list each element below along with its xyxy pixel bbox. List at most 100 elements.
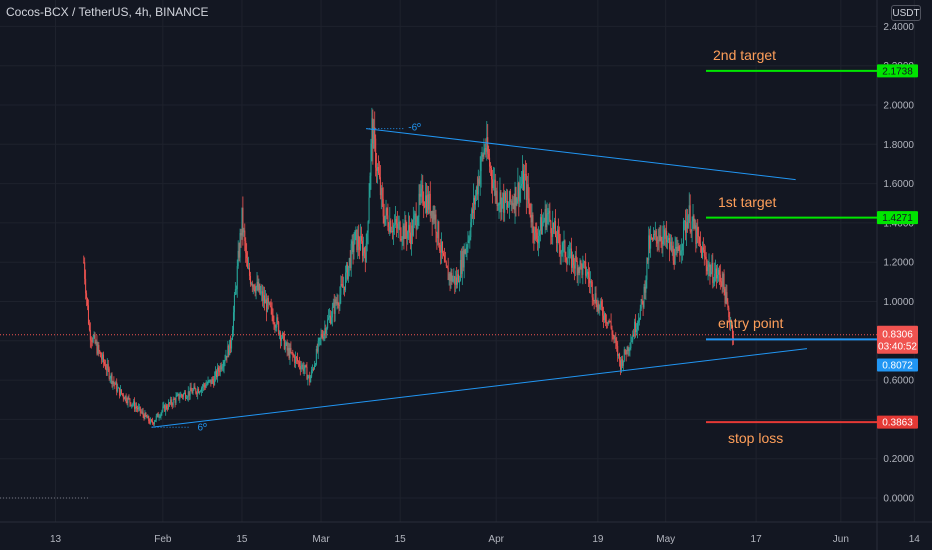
candle-body — [92, 337, 94, 342]
lower-trendline[interactable] — [151, 348, 808, 428]
candle-body — [444, 261, 446, 263]
candle-body — [358, 235, 360, 247]
candle-body — [228, 345, 230, 356]
candle-body — [226, 355, 228, 358]
candle-body — [422, 184, 424, 202]
symbol-title[interactable]: Cocos-BCX / TetherUS, 4h, BINANCE — [6, 5, 209, 19]
candle-body — [103, 362, 105, 365]
candle-body — [534, 227, 536, 240]
candle-body — [713, 282, 715, 284]
1st-target-tag[interactable] — [877, 211, 918, 225]
candle-body — [268, 302, 270, 304]
candle-body — [460, 259, 462, 274]
candle-body — [108, 368, 110, 379]
candle-body — [678, 246, 680, 251]
candle-body — [436, 232, 438, 238]
candle-body — [645, 279, 647, 293]
candle-body — [398, 222, 400, 224]
candle-body — [224, 359, 226, 362]
candle-body — [519, 187, 521, 202]
candle-body — [154, 419, 156, 422]
label-stop-loss: stop loss — [728, 430, 784, 446]
candle-body — [562, 242, 564, 251]
candle-body — [394, 219, 396, 225]
candle-body — [377, 167, 379, 171]
candle-body — [184, 392, 186, 394]
candle-body — [269, 302, 271, 307]
candle-body — [333, 302, 335, 314]
candle-body — [630, 342, 632, 348]
candle-body — [700, 246, 702, 258]
candle-body — [572, 254, 574, 266]
candle-body — [198, 389, 200, 393]
candle-body — [453, 276, 455, 279]
candle-body — [145, 412, 147, 417]
2nd-target-tag[interactable] — [877, 64, 918, 78]
candle-body — [259, 284, 261, 294]
candle-body — [322, 336, 324, 339]
candle-body — [368, 197, 370, 222]
candle-body — [323, 332, 325, 339]
currency-label[interactable]: USDT — [891, 5, 921, 21]
candle-body — [552, 222, 554, 237]
candle-body — [658, 240, 660, 241]
candle-body — [413, 215, 415, 220]
candle-body — [712, 262, 714, 283]
candle-body — [515, 187, 517, 206]
x-tick-label: 15 — [236, 534, 248, 545]
candle-body — [496, 190, 498, 206]
candle-body — [252, 284, 254, 287]
candle-body — [140, 412, 142, 413]
x-tick-label: May — [656, 534, 675, 545]
candle-body — [462, 251, 464, 268]
candle-body — [213, 380, 215, 386]
candle-body — [214, 375, 216, 386]
candle-body — [105, 368, 107, 371]
candle-body — [233, 294, 235, 313]
candle-body — [244, 230, 246, 241]
candle-body — [210, 379, 212, 384]
candle-body — [429, 193, 431, 216]
candle-body — [424, 205, 426, 208]
candle-body — [196, 392, 198, 395]
candle-body — [710, 271, 712, 276]
candle-body — [251, 283, 253, 287]
candle-body — [287, 348, 289, 351]
candle-body — [221, 367, 223, 370]
candle-body — [356, 229, 358, 251]
candle-body — [137, 407, 139, 410]
candle-body — [459, 259, 461, 281]
candle-body — [464, 249, 466, 254]
stop-loss-tag[interactable] — [877, 415, 918, 429]
candle-body — [624, 349, 626, 354]
candle-body — [237, 250, 239, 267]
entry-point-tag[interactable] — [877, 358, 918, 372]
candle-body — [716, 274, 718, 279]
candle-body — [615, 338, 617, 343]
candle-body — [435, 214, 437, 233]
upper-trendline[interactable] — [366, 128, 796, 181]
candle-body — [574, 255, 576, 269]
candle-body — [728, 307, 730, 318]
candle-body — [474, 195, 476, 205]
candle-body — [705, 256, 707, 265]
candle-body — [668, 238, 670, 241]
candle-body — [492, 182, 494, 189]
candle-body — [301, 364, 303, 367]
candle-body — [257, 281, 259, 291]
candle-body — [639, 308, 641, 320]
candle-body — [84, 262, 86, 279]
candle-body — [99, 350, 101, 353]
candle-body — [690, 230, 692, 232]
candle-body — [555, 220, 557, 237]
candle-body — [651, 237, 653, 239]
candle-body — [439, 245, 441, 251]
candle-body — [223, 361, 225, 367]
candle-body — [150, 419, 152, 424]
candle-body — [682, 243, 684, 251]
candle-body — [706, 264, 708, 272]
candle-body — [372, 118, 374, 149]
current-price-tag[interactable] — [877, 325, 918, 354]
candle-body — [138, 406, 140, 408]
